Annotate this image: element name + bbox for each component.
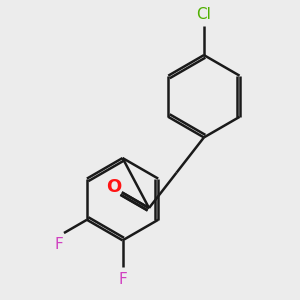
Text: Cl: Cl [196,7,211,22]
Text: F: F [55,237,64,252]
Text: O: O [106,178,122,196]
Text: F: F [118,272,127,287]
